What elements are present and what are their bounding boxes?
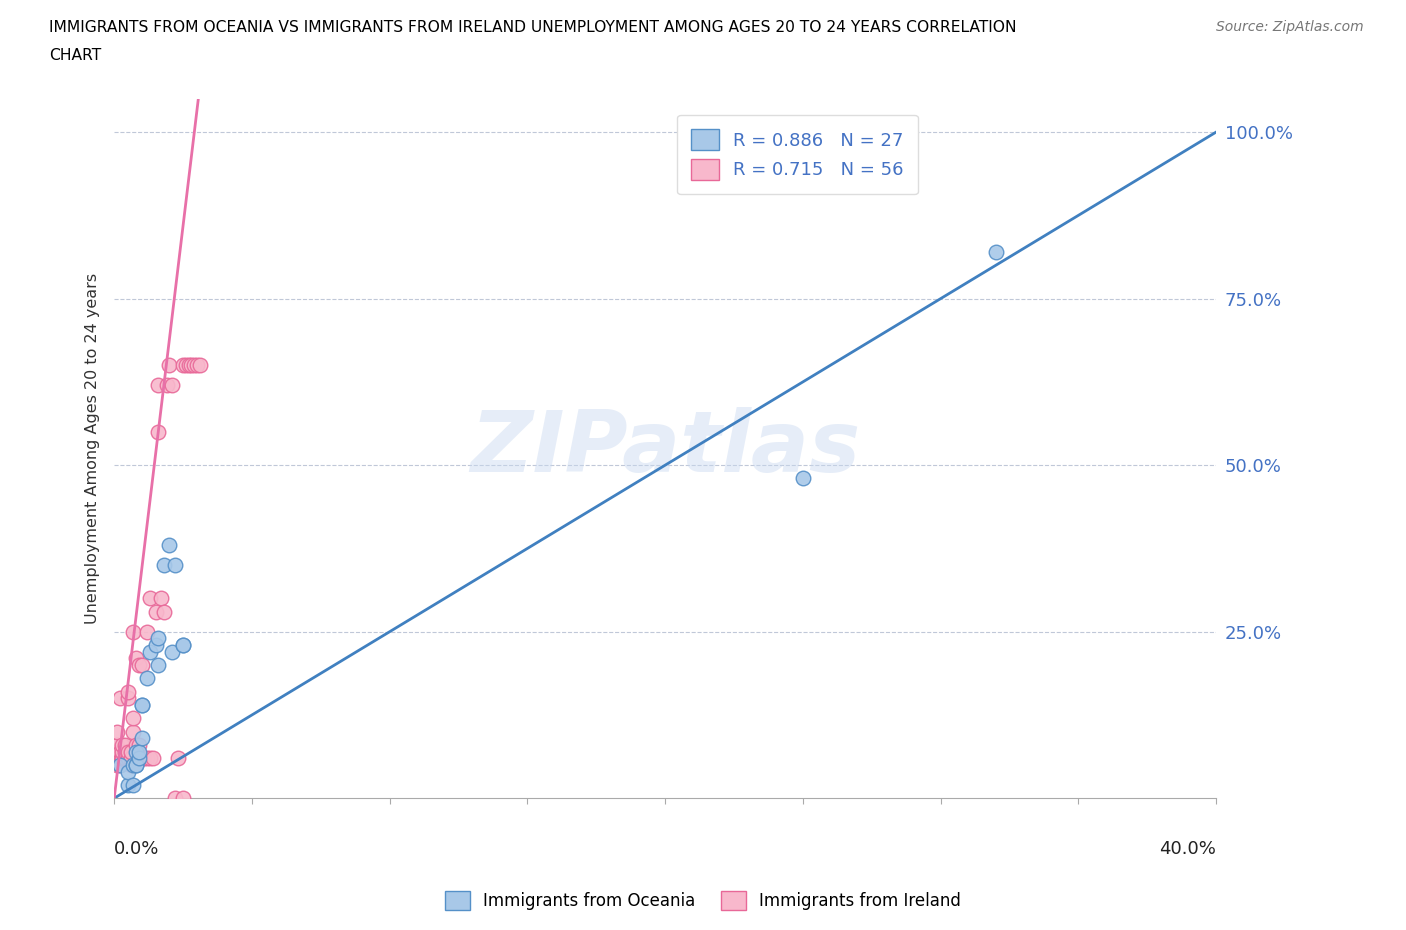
Point xyxy=(131,698,153,712)
Point xyxy=(128,658,150,672)
Point xyxy=(174,358,197,373)
Point xyxy=(172,638,194,653)
Point xyxy=(125,757,148,772)
Point xyxy=(117,777,139,792)
Point xyxy=(114,744,136,759)
Point xyxy=(111,751,134,765)
Legend: R = 0.886   N = 27, R = 0.715   N = 56: R = 0.886 N = 27, R = 0.715 N = 56 xyxy=(678,114,918,194)
Point xyxy=(108,757,131,772)
Point xyxy=(177,358,200,373)
Point xyxy=(117,684,139,699)
Point xyxy=(120,751,142,765)
Point xyxy=(128,744,150,759)
Point xyxy=(111,737,134,752)
Point xyxy=(111,744,134,759)
Point xyxy=(172,638,194,653)
Point xyxy=(122,757,145,772)
Point xyxy=(128,751,150,765)
Point xyxy=(145,638,167,653)
Point xyxy=(131,698,153,712)
Point xyxy=(188,358,211,373)
Point xyxy=(160,644,183,659)
Point xyxy=(172,358,194,373)
Point xyxy=(139,591,162,605)
Point xyxy=(117,744,139,759)
Point xyxy=(148,658,170,672)
Point xyxy=(160,378,183,392)
Point xyxy=(163,558,186,573)
Point xyxy=(136,671,159,685)
Text: 0.0%: 0.0% xyxy=(114,840,159,858)
Point xyxy=(117,764,139,779)
Point xyxy=(108,691,131,706)
Point xyxy=(984,245,1007,259)
Point xyxy=(117,751,139,765)
Point xyxy=(114,751,136,765)
Point xyxy=(136,624,159,639)
Point xyxy=(105,737,128,752)
Point xyxy=(108,744,131,759)
Point xyxy=(125,744,148,759)
Point xyxy=(125,651,148,666)
Point xyxy=(139,751,162,765)
Y-axis label: Unemployment Among Ages 20 to 24 years: Unemployment Among Ages 20 to 24 years xyxy=(86,272,100,624)
Point xyxy=(139,644,162,659)
Point xyxy=(131,751,153,765)
Point xyxy=(157,358,180,373)
Point xyxy=(105,724,128,739)
Text: ZIPatlas: ZIPatlas xyxy=(470,407,860,490)
Point xyxy=(125,737,148,752)
Point xyxy=(150,591,173,605)
Point xyxy=(163,790,186,805)
Point xyxy=(172,790,194,805)
Text: 40.0%: 40.0% xyxy=(1160,840,1216,858)
Text: IMMIGRANTS FROM OCEANIA VS IMMIGRANTS FROM IRELAND UNEMPLOYMENT AMONG AGES 20 TO: IMMIGRANTS FROM OCEANIA VS IMMIGRANTS FR… xyxy=(49,20,1017,35)
Point xyxy=(131,751,153,765)
Point xyxy=(142,751,165,765)
Point xyxy=(148,378,170,392)
Point xyxy=(180,358,202,373)
Point xyxy=(183,358,205,373)
Point xyxy=(148,424,170,439)
Point xyxy=(122,724,145,739)
Legend: Immigrants from Oceania, Immigrants from Ireland: Immigrants from Oceania, Immigrants from… xyxy=(439,884,967,917)
Point xyxy=(186,358,208,373)
Point xyxy=(108,757,131,772)
Point xyxy=(136,751,159,765)
Point xyxy=(157,538,180,552)
Point xyxy=(131,658,153,672)
Point xyxy=(128,737,150,752)
Point xyxy=(105,744,128,759)
Point xyxy=(131,731,153,746)
Point xyxy=(120,757,142,772)
Point xyxy=(111,751,134,765)
Point xyxy=(122,624,145,639)
Point xyxy=(125,757,148,772)
Point xyxy=(114,751,136,765)
Point xyxy=(148,631,170,645)
Text: CHART: CHART xyxy=(49,48,101,63)
Point xyxy=(145,604,167,619)
Point xyxy=(122,777,145,792)
Point xyxy=(166,751,188,765)
Point xyxy=(120,744,142,759)
Point xyxy=(875,125,897,140)
Point xyxy=(792,471,814,485)
Point xyxy=(155,378,177,392)
Point xyxy=(134,751,156,765)
Point xyxy=(105,757,128,772)
Point xyxy=(122,711,145,725)
Point xyxy=(152,604,174,619)
Point xyxy=(114,737,136,752)
Text: Source: ZipAtlas.com: Source: ZipAtlas.com xyxy=(1216,20,1364,34)
Point xyxy=(117,691,139,706)
Point xyxy=(152,558,174,573)
